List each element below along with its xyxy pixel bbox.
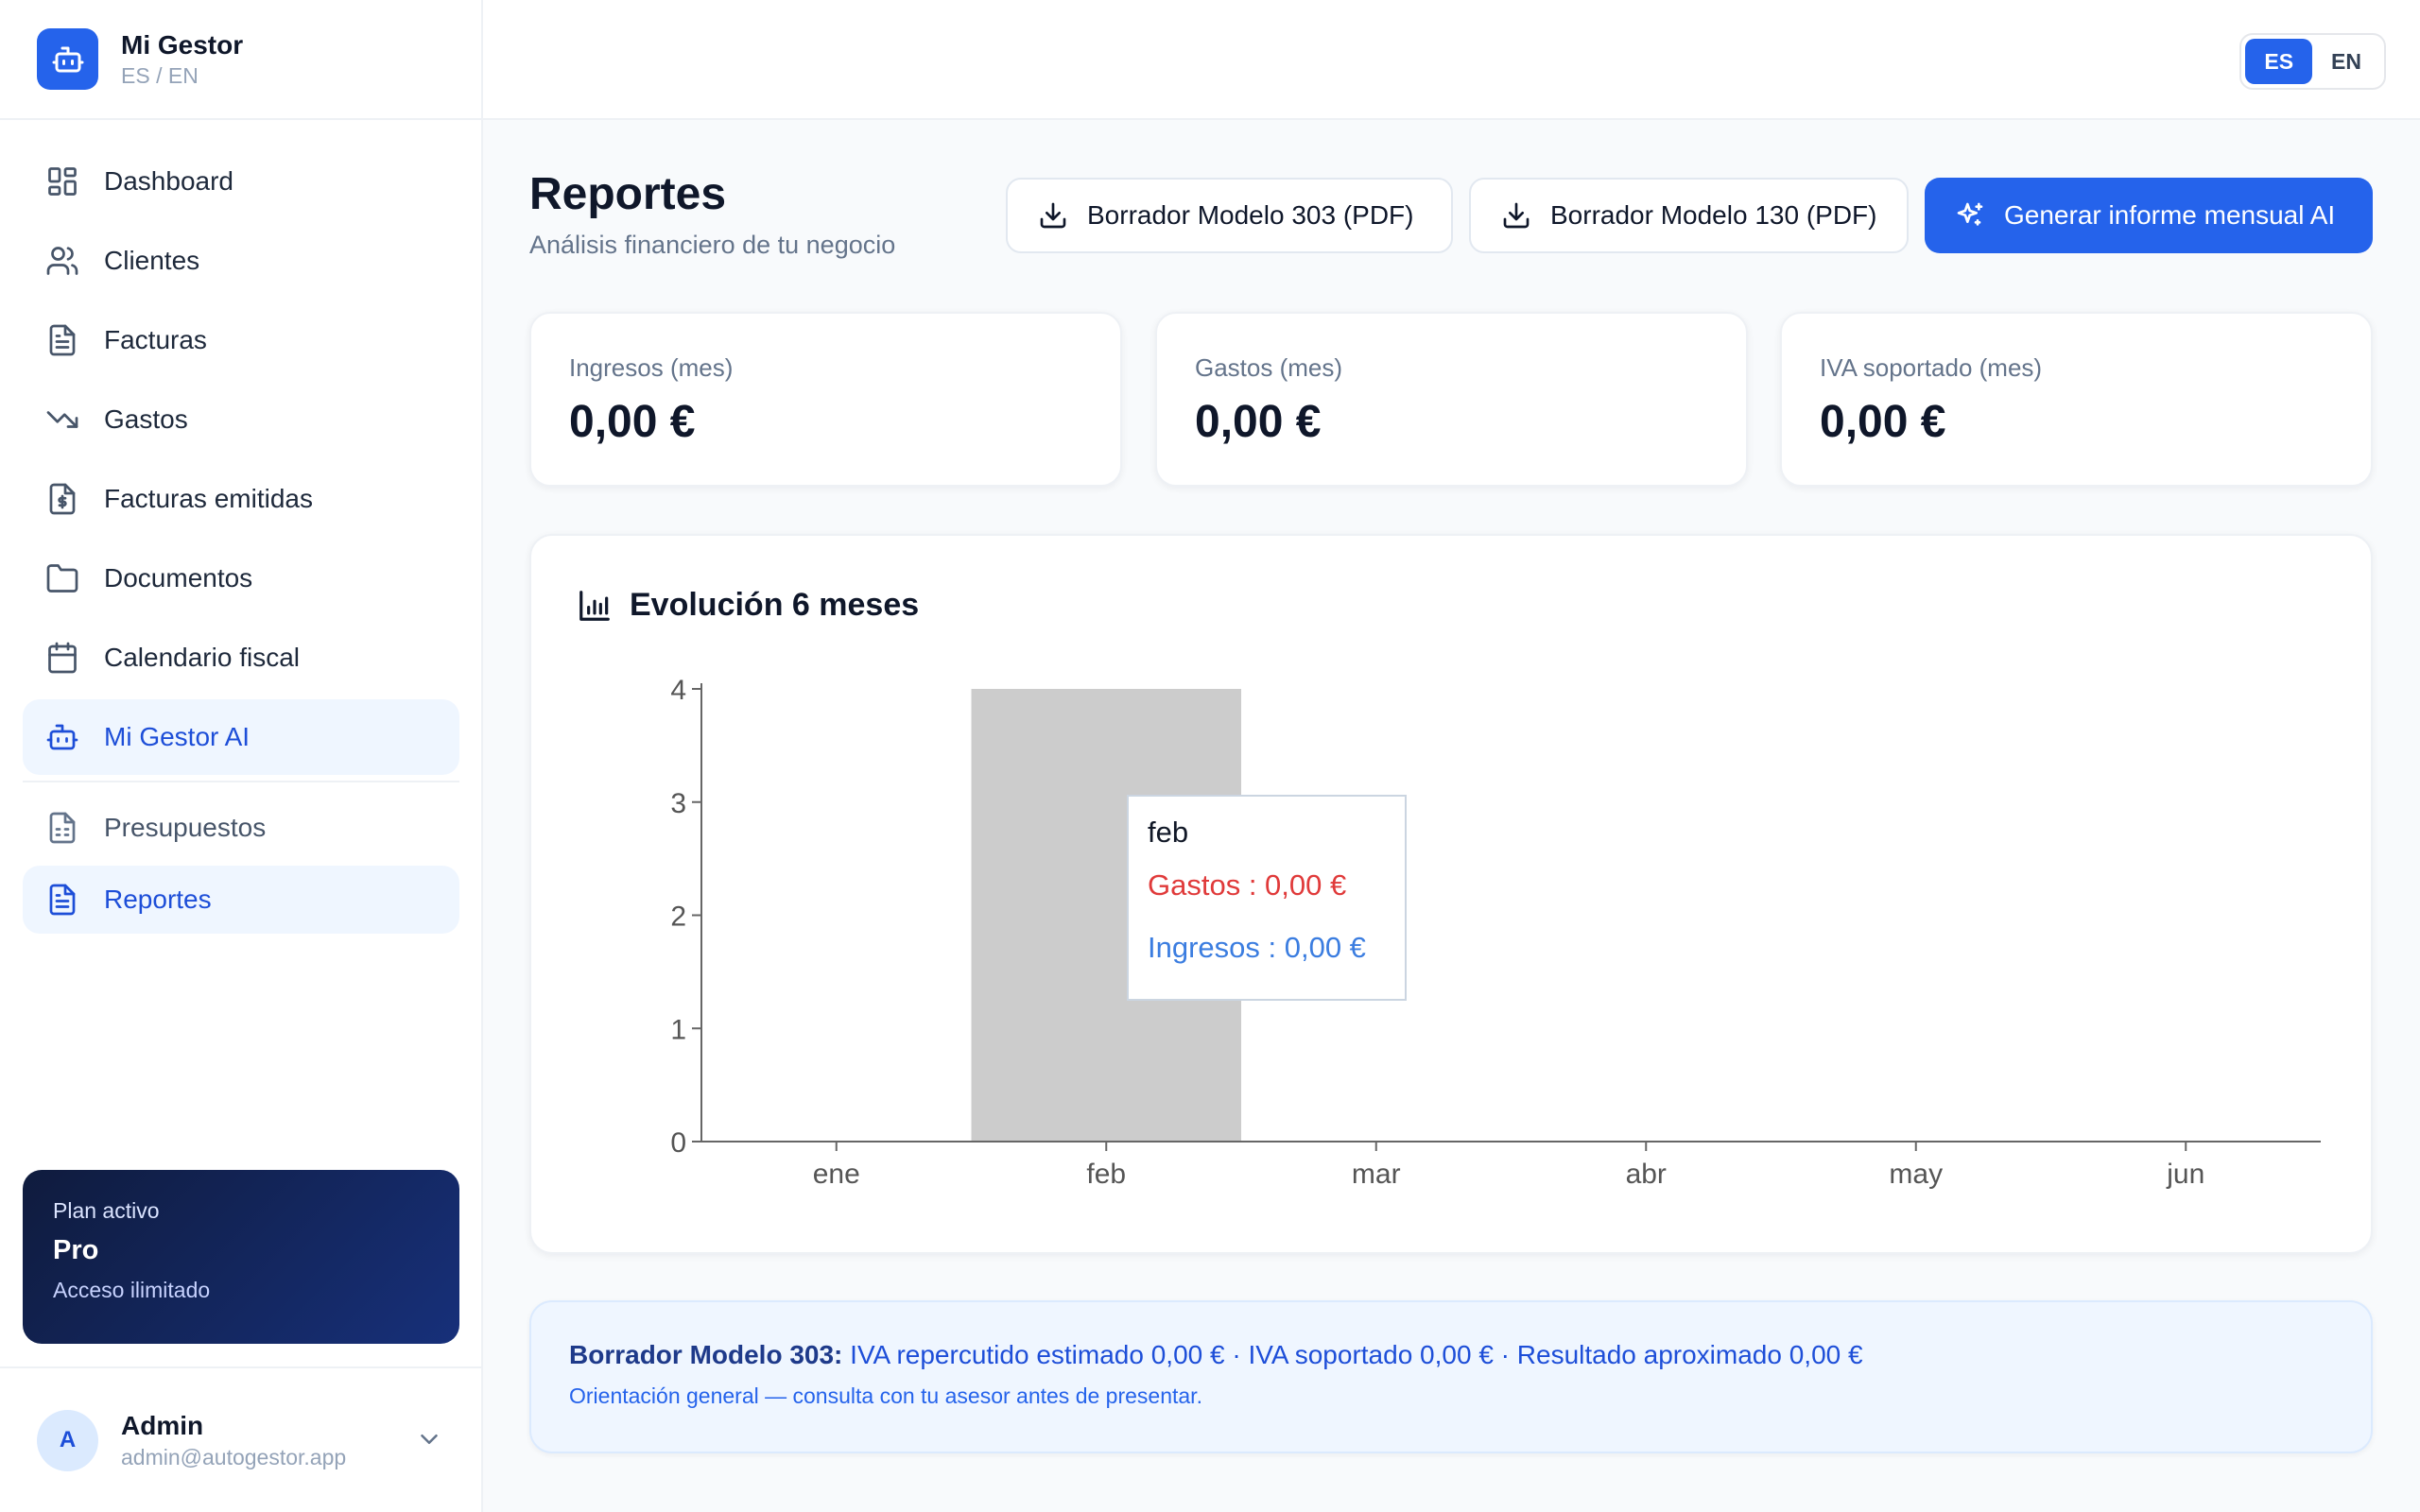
x-tick-label: ene — [813, 1159, 860, 1190]
brand-name: Mi Gestor — [121, 29, 244, 60]
sidebar-item-clientes[interactable]: Clientes — [23, 223, 459, 299]
x-tick-label: abr — [1626, 1159, 1667, 1190]
sparkles-icon — [1957, 202, 1983, 226]
tooltip-label: feb — [1148, 816, 1189, 849]
user-email: admin@autogestor.app — [121, 1444, 347, 1469]
users-icon — [46, 247, 78, 275]
file-spreadsheet-icon — [49, 812, 76, 844]
sidebar-item-label: Reportes — [104, 885, 212, 914]
bar-chart[interactable]: 0 1 2 3 4 ene feb mar abr may jun — [531, 536, 2375, 1256]
x-tick-label: mar — [1352, 1159, 1401, 1190]
chart-tooltip: feb Gastos : 0,00 € Ingresos : 0,00 € — [1127, 795, 1407, 1001]
download-modelo-130-button[interactable]: Borrador Modelo 130 (PDF) — [1469, 178, 1909, 253]
receipt-icon — [49, 483, 76, 515]
kpi-card-gastos: Gastos (mes) 0,00 € — [1155, 312, 1748, 487]
sidebar-divider — [23, 781, 459, 782]
page-title: Reportes — [529, 169, 727, 219]
plan-description: Acceso ilimitado — [53, 1278, 211, 1302]
sidebar-item-label: Presupuestos — [104, 813, 267, 842]
sidebar-item-dashboard[interactable]: Dashboard — [23, 144, 459, 219]
download-modelo-303-button[interactable]: Borrador Modelo 303 (PDF) — [1006, 178, 1453, 253]
calendar-icon — [48, 642, 77, 674]
modelo-303-text: IVA repercutido estimado 0,00 € · IVA so… — [842, 1340, 1863, 1369]
sidebar-item-documentos[interactable]: Documentos — [23, 541, 459, 616]
tooltip-ingresos: Ingresos : 0,00 € — [1148, 931, 1366, 964]
kpi-card-iva-soportado: IVA soportado (mes) 0,00 € — [1780, 312, 2373, 487]
x-tick-label: feb — [1086, 1159, 1126, 1190]
chart-header: Evolución 6 meses — [577, 587, 919, 624]
kpi-label: IVA soportado (mes) — [1820, 353, 2043, 382]
y-tick-label: 1 — [670, 1014, 686, 1045]
plan-card: Plan activo Pro Acceso ilimitado — [23, 1170, 459, 1344]
generate-ai-report-label: Generar informe mensual AI — [2004, 200, 2336, 230]
brand-subtitle: ES / EN — [121, 62, 199, 88]
sidebar-item-facturas-emitidas[interactable]: Facturas emitidas — [23, 461, 459, 537]
kpi-value: 0,00 € — [1195, 397, 1322, 447]
sidebar-item-mi-gestor-ai[interactable]: Mi Gestor AI — [23, 699, 459, 775]
kpi-card-ingresos: Ingresos (mes) 0,00 € — [529, 312, 1122, 487]
bot-icon — [46, 724, 78, 750]
download-icon — [1503, 202, 1530, 229]
chart-title: Evolución 6 meses — [630, 587, 920, 623]
sidebar-item-label: Documentos — [104, 563, 253, 593]
lang-es-button[interactable]: ES — [2245, 39, 2313, 84]
modelo-303-note: Orientación general — consulta con tu as… — [569, 1383, 1202, 1408]
page-subtitle: Análisis financiero de tu negocio — [529, 231, 896, 259]
sidebar-item-label: Facturas — [104, 325, 207, 354]
plan-name: Pro — [53, 1235, 99, 1265]
sidebar-item-label: Gastos — [104, 404, 188, 434]
sidebar-item-label: Calendario fiscal — [104, 643, 300, 672]
sidebar: Mi Gestor ES / EN Dashboard Clientes Fac… — [0, 0, 483, 1512]
x-tick-label: may — [1889, 1159, 1943, 1190]
dashboard-icon — [48, 167, 77, 196]
sidebar-item-label: Dashboard — [104, 166, 233, 196]
y-tick-label: 2 — [670, 902, 686, 933]
y-tick-label: 3 — [670, 788, 686, 819]
sidebar-item-reportes[interactable]: Reportes — [23, 866, 459, 934]
sidebar-item-label: Mi Gestor AI — [104, 722, 251, 751]
topbar: ES EN — [483, 0, 2420, 120]
kpi-label: Ingresos (mes) — [569, 353, 734, 382]
sidebar-item-facturas[interactable]: Facturas — [23, 302, 459, 378]
user-name: Admin — [121, 1410, 204, 1440]
bot-icon[interactable] — [37, 28, 98, 90]
modelo-303-line: Borrador Modelo 303: IVA repercutido est… — [569, 1340, 2333, 1370]
folder-icon — [46, 564, 78, 593]
brand: Mi Gestor ES / EN — [0, 0, 481, 120]
bar-chart-icon — [579, 590, 610, 621]
lang-en-button[interactable]: EN — [2331, 48, 2361, 74]
modelo-303-summary: Borrador Modelo 303: IVA repercutido est… — [529, 1300, 2373, 1453]
sidebar-item-gastos[interactable]: Gastos — [23, 382, 459, 457]
sidebar-item-label: Clientes — [104, 246, 200, 275]
chevron-down-icon[interactable] — [415, 1425, 443, 1453]
x-tick-label: jun — [2166, 1159, 2204, 1190]
sidebar-nav: Dashboard Clientes Facturas Gastos Factu… — [23, 144, 459, 937]
sidebar-item-calendario-fiscal[interactable]: Calendario fiscal — [23, 620, 459, 696]
sidebar-item-presupuestos[interactable]: Presupuestos — [23, 794, 459, 862]
modelo-303-label: Borrador Modelo 303: — [569, 1340, 843, 1369]
chart-card: 0 1 2 3 4 ene feb mar abr may jun Evolución 6 mese… — [529, 534, 2373, 1254]
download-modelo-303-label: Borrador Modelo 303 (PDF) — [1087, 200, 1414, 230]
generate-ai-report-button[interactable]: Generar informe mensual AI — [1925, 178, 2373, 253]
user-menu[interactable]: A Admin admin@autogestor.app — [0, 1366, 483, 1512]
download-icon — [1040, 202, 1066, 229]
y-tick-label: 4 — [670, 675, 686, 706]
file-text-icon — [49, 324, 76, 356]
download-modelo-130-label: Borrador Modelo 130 (PDF) — [1550, 200, 1877, 230]
plan-title: Plan activo — [53, 1198, 160, 1223]
sidebar-item-label: Facturas emitidas — [104, 484, 313, 513]
file-text-icon — [49, 884, 76, 916]
kpi-value: 0,00 € — [1820, 397, 1946, 447]
kpi-label: Gastos (mes) — [1195, 353, 1343, 382]
language-switcher: ES EN — [2239, 33, 2386, 90]
y-tick-label: 0 — [670, 1127, 686, 1159]
tooltip-gastos: Gastos : 0,00 € — [1148, 868, 1347, 902]
trending-down-icon — [46, 411, 78, 428]
avatar: A — [37, 1409, 98, 1471]
kpi-value: 0,00 € — [569, 397, 696, 447]
